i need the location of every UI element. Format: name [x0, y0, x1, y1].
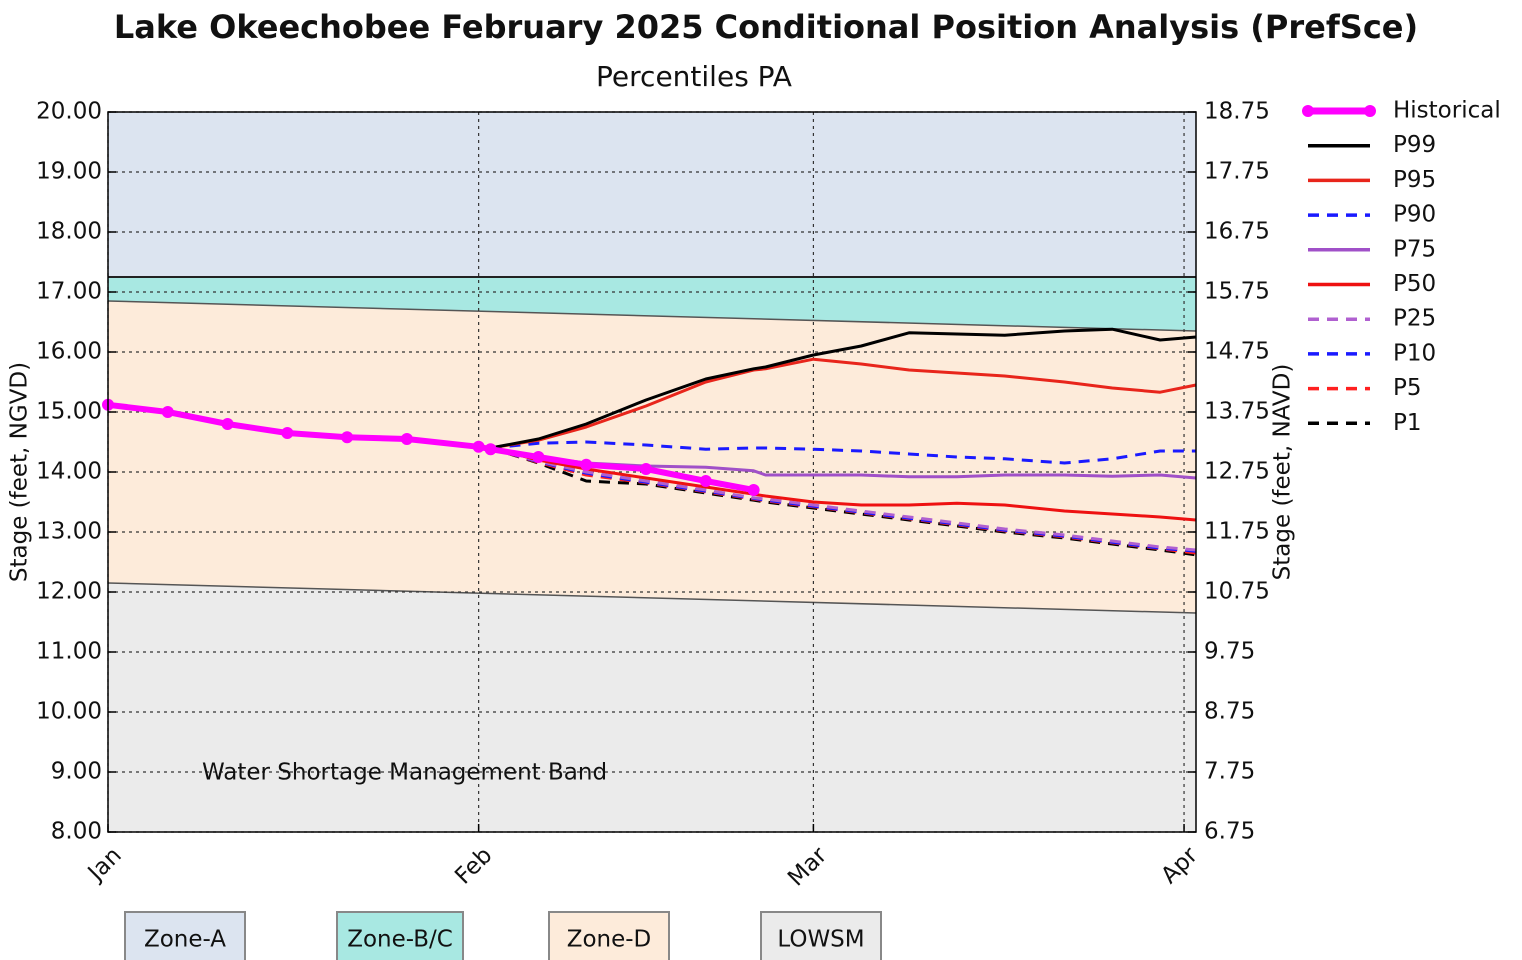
series-marker [400, 433, 413, 445]
zone-legend-label: Zone-B/C [347, 927, 453, 953]
y-tick-label: 12.00 [36, 579, 102, 605]
legend-label: P10 [1393, 340, 1436, 366]
series-line [490, 446, 1197, 552]
series-marker [341, 431, 354, 444]
x-tick-label: Feb [450, 842, 497, 889]
series-marker [161, 406, 174, 418]
series-line [490, 357, 1197, 450]
y-tick-label: 8.00 [51, 819, 102, 845]
y-tick-label: 20.00 [36, 99, 102, 125]
series-marker [580, 458, 593, 471]
zone-boundary [107, 582, 1197, 614]
y-tick-label: 16.00 [36, 339, 102, 365]
series-marker [640, 463, 653, 475]
series-marker [221, 418, 234, 430]
legend-marker [1364, 105, 1376, 117]
zone-band [108, 301, 1196, 613]
series-marker [699, 475, 712, 487]
y-tick-label: 13.00 [36, 519, 102, 545]
series-marker [281, 427, 294, 439]
y2-tick-label: 13.75 [1204, 399, 1270, 425]
y2-tick-label: 15.75 [1204, 279, 1270, 305]
y-tick-label: 17.00 [36, 279, 102, 305]
zone-boundary [107, 300, 1197, 332]
legend-label: P5 [1393, 375, 1422, 401]
legend-label: P75 [1393, 236, 1436, 262]
annotation: Water Shortage Management Band [202, 760, 607, 786]
y-tick-label: 9.00 [51, 759, 102, 785]
legend-label: P90 [1393, 202, 1436, 228]
legend-label: Historical [1393, 98, 1501, 124]
y2-tick-label: 12.75 [1204, 459, 1270, 485]
legend-label: P1 [1393, 410, 1422, 436]
y-axis-label: Stage (feet, NGVD) [7, 362, 33, 582]
series-marker [747, 484, 760, 496]
legend-label: P99 [1393, 132, 1436, 158]
zone-band [108, 583, 1196, 832]
y2-tick-label: 18.75 [1204, 99, 1270, 125]
y2-tick-label: 9.75 [1204, 639, 1255, 665]
zone-legend-box [548, 911, 670, 960]
series-marker [472, 440, 485, 453]
chart-subtitle: Percentiles PA [596, 60, 792, 93]
y2-tick-label: 7.75 [1204, 759, 1255, 785]
zone-legend-box [336, 911, 464, 960]
zone-legend-box [124, 911, 246, 960]
y-tick-label: 14.00 [36, 459, 102, 485]
zone-legend-box [760, 911, 882, 960]
zone-band [108, 112, 1196, 277]
series-line [490, 440, 1196, 465]
series-line [490, 446, 1197, 522]
zone-band [108, 277, 1196, 331]
legend-label: P50 [1393, 271, 1436, 297]
x-tick-label: Jan [82, 842, 127, 887]
y2-tick-label: 11.75 [1204, 519, 1270, 545]
series-line [490, 327, 1197, 450]
y2-tick-label: 16.75 [1204, 219, 1270, 245]
chart-title: Lake Okeechobee February 2025 Conditiona… [114, 8, 1418, 46]
y-tick-label: 19.00 [36, 159, 102, 185]
series-marker [532, 451, 545, 463]
y-tick-label: 15.00 [36, 399, 102, 425]
zone-legend-label: Zone-D [567, 927, 652, 953]
y-tick-label: 18.00 [36, 219, 102, 245]
legend-label: P95 [1393, 167, 1436, 193]
plot-frame [107, 111, 1197, 833]
y2-tick-label: 8.75 [1204, 699, 1255, 725]
y-tick-label: 10.00 [36, 699, 102, 725]
zone-legend-label: Zone-A [144, 927, 226, 953]
zone-legend-label: LOWSM [777, 927, 864, 953]
series-marker [484, 443, 497, 456]
y2-axis-label: Stage (feet, NAVD) [1270, 364, 1296, 581]
y-tick-label: 11.00 [36, 639, 102, 665]
y2-tick-label: 14.75 [1204, 339, 1270, 365]
legend-marker [1302, 105, 1314, 117]
x-tick-label: Apr [1156, 842, 1203, 889]
legend-label: P25 [1393, 306, 1436, 332]
y2-tick-label: 10.75 [1204, 579, 1270, 605]
y2-tick-label: 6.75 [1204, 819, 1255, 845]
x-tick-label: Mar [783, 842, 832, 891]
y2-tick-label: 17.75 [1204, 159, 1270, 185]
